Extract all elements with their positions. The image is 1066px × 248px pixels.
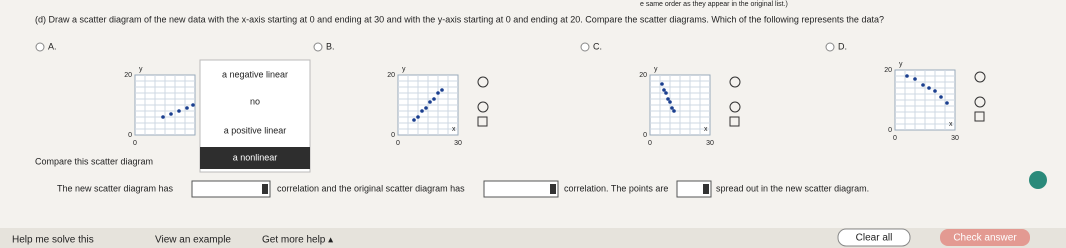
select-arrow (703, 184, 709, 194)
point (161, 115, 165, 119)
y-zero-label: 0 (643, 132, 647, 139)
sentence-4: spread out in the new scatter diagram. (716, 183, 869, 193)
y-axis-name: y (899, 61, 903, 68)
more-help-button[interactable]: Get more help ▴ (262, 235, 333, 246)
point (185, 106, 189, 110)
point (945, 101, 949, 105)
expand-icon[interactable] (729, 116, 740, 127)
sentence-3: correlation. The points are (564, 183, 668, 193)
point (660, 82, 664, 86)
y-zero-label: 0 (128, 132, 132, 139)
y-zero-label: 0 (391, 132, 395, 139)
zoom-icon[interactable] (974, 71, 986, 83)
question: (d) Draw a scatter diagram of the new da… (35, 14, 884, 24)
x-max-label: 30 (706, 140, 714, 147)
dropdown-item[interactable]: a negative linear (222, 69, 288, 79)
x-zero-label: 0 (396, 140, 400, 147)
point (428, 100, 432, 104)
point (666, 97, 670, 101)
point (921, 83, 925, 87)
radio-button[interactable] (313, 42, 323, 52)
point (177, 109, 181, 113)
point (927, 86, 931, 90)
radio-button[interactable] (35, 42, 45, 52)
point (664, 91, 668, 95)
point (432, 97, 436, 101)
y-max-label: 20 (124, 72, 132, 79)
y-max-label: 20 (387, 72, 395, 79)
select-1[interactable] (191, 180, 271, 198)
point (416, 115, 420, 119)
x-axis-name: x (949, 121, 953, 128)
point (412, 118, 416, 122)
y-zero-label: 0 (888, 127, 892, 134)
check-answer-button[interactable] (940, 229, 1030, 246)
expand-icon[interactable] (974, 111, 985, 122)
point (169, 112, 173, 116)
point (436, 91, 440, 95)
point (905, 74, 909, 78)
sentence-1: The new scatter diagram has (57, 183, 174, 193)
zoom-out-icon[interactable] (477, 101, 489, 113)
point (933, 89, 937, 93)
point (191, 103, 195, 107)
y-axis-name: y (139, 66, 143, 73)
settings-icon[interactable] (1029, 171, 1047, 189)
x-max-label: 30 (454, 140, 462, 147)
radio-button[interactable] (580, 42, 590, 52)
dropdown-item[interactable]: a nonlinear (233, 152, 278, 162)
point (420, 109, 424, 113)
select-3[interactable] (676, 180, 712, 198)
point (662, 88, 666, 92)
select-arrow (262, 184, 268, 194)
point (939, 95, 943, 99)
select-2[interactable] (483, 180, 559, 198)
y-axis-name: y (654, 66, 658, 73)
option-label: A. (48, 41, 57, 51)
dropdown-item[interactable]: a positive linear (224, 125, 287, 135)
point (913, 77, 917, 81)
zoom-icon[interactable] (477, 76, 489, 88)
point (670, 106, 674, 110)
zoom-out-icon[interactable] (729, 101, 741, 113)
zoom-icon[interactable] (729, 76, 741, 88)
compare-text: Compare this scatter diagram (35, 156, 153, 166)
dropdown-item[interactable]: no (250, 96, 260, 106)
option-label: B. (326, 41, 335, 51)
option-label: C. (593, 41, 602, 51)
option-label: D. (838, 41, 847, 51)
zoom-out-icon[interactable] (974, 96, 986, 108)
x-zero-label: 0 (648, 140, 652, 147)
footer-bar (0, 228, 1066, 248)
expand-icon[interactable] (477, 116, 488, 127)
point (424, 106, 428, 110)
x-axis-name: x (704, 126, 708, 133)
select-arrow (550, 184, 556, 194)
sentence-2: correlation and the original scatter dia… (277, 183, 465, 193)
help-button[interactable]: Help me solve this (12, 235, 94, 246)
check-answer-label: Check answer (953, 233, 1017, 244)
y-max-label: 20 (884, 67, 892, 74)
radio-button[interactable] (825, 42, 835, 52)
y-max-label: 20 (639, 72, 647, 79)
x-zero-label: 0 (893, 135, 897, 142)
point (668, 100, 672, 104)
y-axis-name: y (402, 66, 406, 73)
point (672, 109, 676, 113)
x-max-label: 30 (951, 135, 959, 142)
clear-all-label: Clear all (856, 233, 893, 244)
point (440, 88, 444, 92)
x-zero-label: 0 (133, 140, 137, 147)
clear-all-button[interactable] (837, 228, 911, 247)
example-button[interactable]: View an example (155, 235, 231, 246)
dropdown-highlight (200, 147, 310, 169)
header-note: e same order as they appear in the origi… (640, 1, 788, 8)
x-axis-name: x (452, 126, 456, 133)
